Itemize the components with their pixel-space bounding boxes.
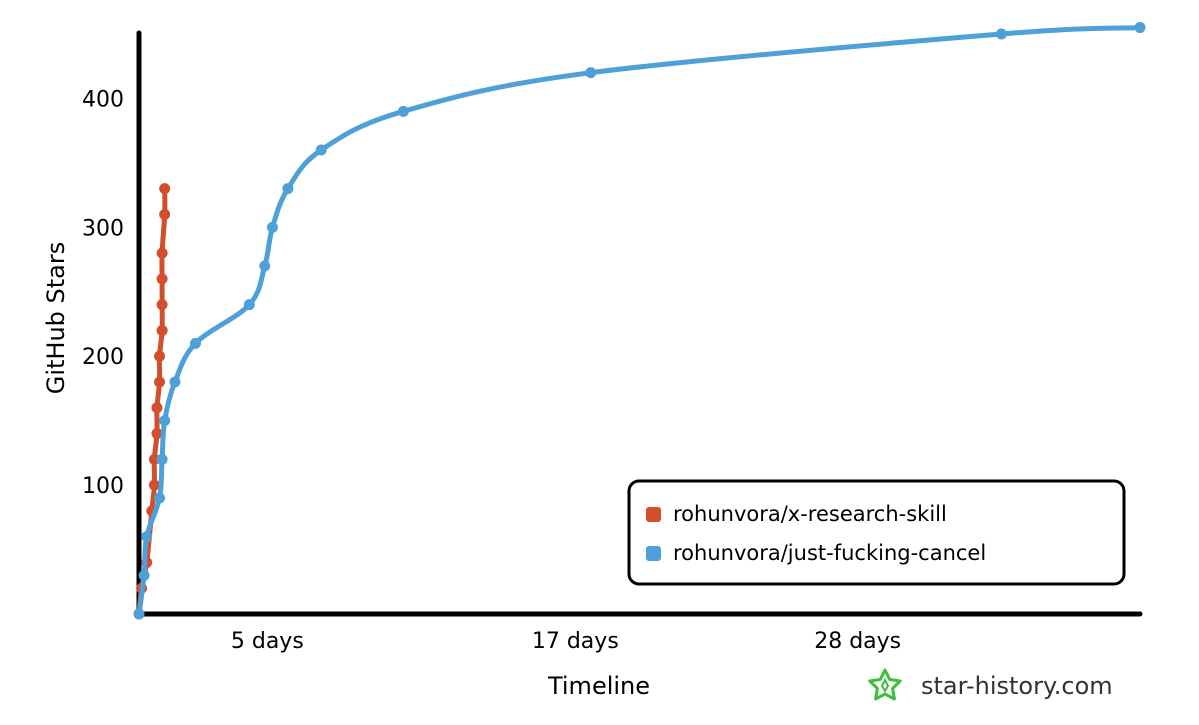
legend: rohunvora/x-research-skill rohunvora/jus… (627, 479, 1126, 586)
data-point (156, 453, 168, 465)
data-point (148, 479, 160, 491)
data-point (243, 299, 255, 311)
y-tick-label: 100 (82, 474, 124, 499)
data-point (282, 183, 294, 195)
data-point (133, 608, 145, 620)
legend-swatch-x-research-skill (646, 507, 661, 522)
y-tick-label: 300 (82, 216, 124, 241)
data-point (159, 183, 171, 195)
data-point (154, 350, 166, 362)
watermark[interactable]: star-history.com (868, 668, 1113, 701)
data-point (156, 299, 168, 311)
data-point (138, 569, 150, 581)
series-layer (133, 22, 1146, 620)
axes (136, 30, 1143, 617)
data-point (148, 453, 160, 465)
data-point (154, 492, 166, 504)
data-point (151, 402, 163, 414)
legend-swatch-just-fucking-cancel (646, 546, 661, 561)
data-point (169, 376, 181, 388)
y-tick-labels: 100 200 300 400 (82, 87, 124, 499)
data-point (189, 337, 201, 349)
star-icon (868, 668, 902, 701)
data-point (585, 67, 597, 79)
watermark-text: star-history.com (921, 672, 1113, 700)
data-point (266, 221, 278, 233)
data-point (156, 273, 168, 285)
y-axis-title: GitHub Stars (42, 242, 70, 395)
data-point (259, 260, 271, 272)
y-tick-label: 200 (82, 345, 124, 370)
series-1 (133, 22, 1146, 620)
x-tick-label: 28 days (814, 629, 901, 654)
x-tick-label: 5 days (231, 629, 304, 654)
legend-box (627, 479, 1126, 586)
x-axis-title: Timeline (547, 672, 650, 700)
legend-label-just-fucking-cancel: rohunvora/just-fucking-cancel (673, 541, 986, 565)
data-point (141, 531, 153, 543)
data-point (159, 208, 171, 220)
legend-label-x-research-skill: rohunvora/x-research-skill (673, 502, 947, 526)
data-point (995, 28, 1007, 40)
data-point (156, 247, 168, 259)
data-point (154, 376, 166, 388)
data-point (156, 324, 168, 336)
data-point (397, 105, 409, 117)
data-point (315, 144, 327, 156)
data-point (151, 428, 163, 440)
y-tick-label: 400 (82, 87, 124, 112)
x-tick-labels: 5 days 17 days 28 days (231, 629, 901, 654)
x-tick-label: 17 days (532, 629, 619, 654)
data-point (159, 415, 171, 427)
data-point (1134, 22, 1146, 34)
